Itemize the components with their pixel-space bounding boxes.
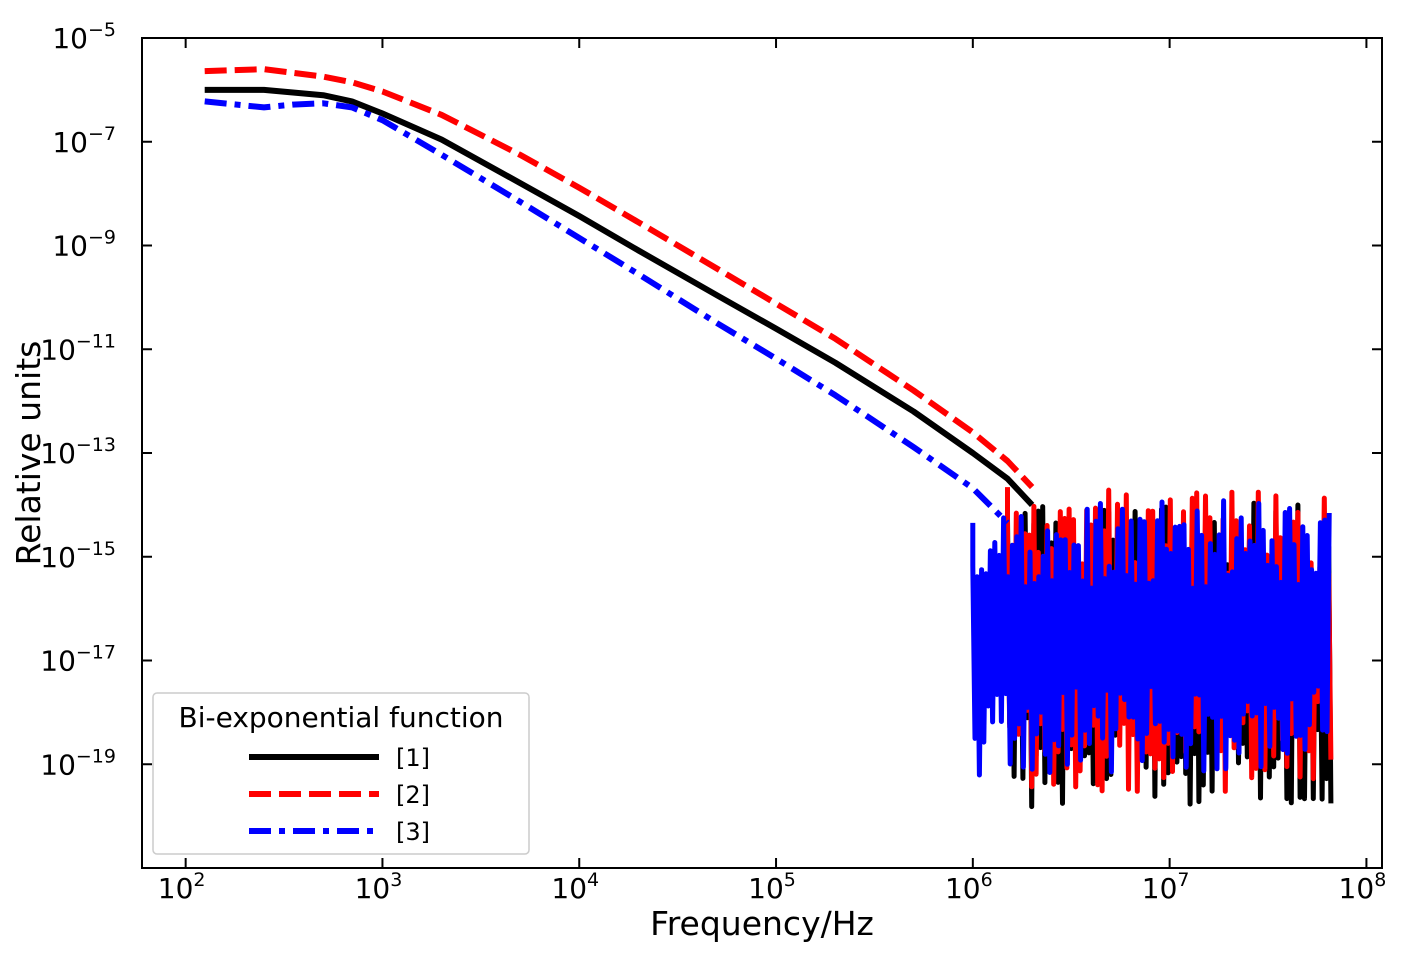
series-3 (204, 98, 1332, 778)
x-tick-label: 102 (158, 869, 206, 905)
y-tick-label: 10−7 (52, 123, 116, 159)
x-tick-label: 103 (355, 869, 403, 905)
legend-box (152, 692, 530, 855)
y-axis-title: Relative units (9, 341, 48, 566)
series-line (204, 66, 1035, 490)
x-tick-label: 108 (1339, 869, 1387, 905)
series-line (204, 98, 1010, 526)
legend-label: [3] (396, 818, 430, 846)
y-tick-label: 10−17 (40, 642, 116, 678)
legend-entries: [1] [2] [3] (249, 744, 430, 846)
y-tick-label: 10−15 (40, 538, 116, 574)
legend-label: [1] (396, 744, 430, 772)
legend-title: Bi-exponential function (179, 701, 504, 734)
series-noise-tail (970, 498, 1332, 778)
y-tick-label: 10−5 (52, 19, 116, 55)
x-tick-label: 104 (551, 869, 599, 905)
y-tick-label: 10−9 (52, 227, 116, 263)
series-layer (204, 66, 1334, 810)
x-tick-label: 106 (945, 869, 993, 905)
x-tick-label: 107 (1142, 869, 1190, 905)
y-tick-label: 10−11 (40, 330, 116, 366)
x-axis-title: Frequency/Hz (650, 904, 874, 943)
series-line (204, 86, 1035, 507)
ticks-layer (142, 37, 1382, 868)
legend: Bi-exponential function [1] [2] [3] (152, 692, 530, 855)
legend-label: [2] (396, 781, 430, 809)
axis-tick-labels: 102 103 104 105 106 107 108 10−5 10−7 10−9 10−11 10… (40, 19, 1386, 905)
x-tick-label: 105 (748, 869, 796, 905)
y-tick-label: 10−13 (40, 434, 116, 470)
y-tick-label: 10−19 (40, 745, 116, 781)
